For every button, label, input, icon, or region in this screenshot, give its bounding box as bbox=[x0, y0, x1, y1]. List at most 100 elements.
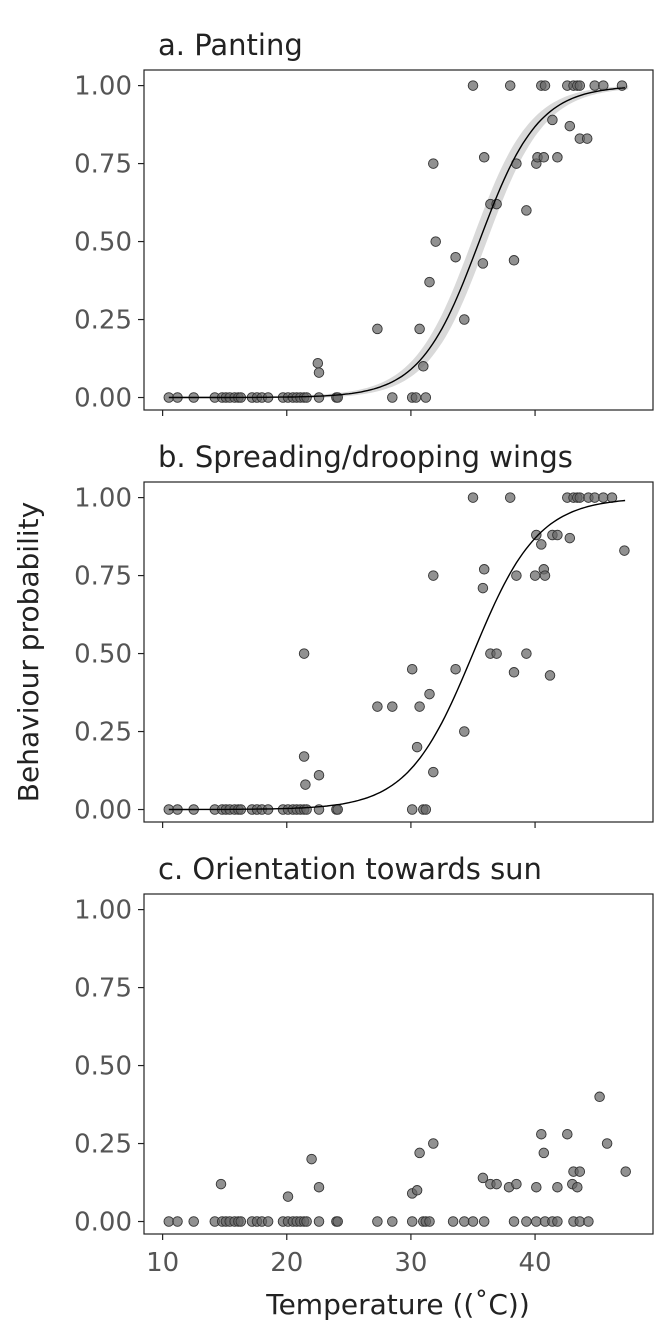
data-point bbox=[521, 1216, 532, 1227]
data-point bbox=[301, 1216, 312, 1227]
data-point bbox=[521, 648, 532, 659]
data-point bbox=[529, 570, 541, 581]
data-point bbox=[574, 1166, 586, 1177]
data-point bbox=[235, 1216, 247, 1227]
data-point bbox=[574, 80, 586, 91]
y-tick-label: 1.00 bbox=[74, 72, 132, 102]
data-point bbox=[414, 701, 425, 712]
data-point bbox=[539, 570, 551, 581]
x-tick-label: 40 bbox=[519, 1248, 552, 1278]
data-point bbox=[598, 492, 609, 503]
data-point bbox=[298, 648, 310, 659]
data-point bbox=[491, 648, 502, 659]
data-point bbox=[477, 258, 489, 269]
y-tick-label: 1.00 bbox=[74, 484, 132, 514]
y-tick-label: 1.00 bbox=[74, 896, 132, 926]
data-point bbox=[594, 1091, 605, 1103]
panel-title: a. Panting bbox=[158, 28, 303, 62]
y-tick-label: 0.00 bbox=[74, 1208, 132, 1238]
data-point bbox=[313, 1216, 325, 1227]
plot-frame bbox=[143, 893, 654, 1235]
y-tick-label: 0.50 bbox=[74, 640, 132, 670]
plot-frame bbox=[143, 481, 654, 823]
data-point bbox=[313, 769, 325, 781]
data-point bbox=[552, 1181, 563, 1193]
x-axis-title: Temperature ((˚C)) bbox=[265, 1288, 530, 1321]
data-point bbox=[538, 1147, 550, 1159]
y-tick-label: 0.50 bbox=[74, 1052, 132, 1082]
data-point bbox=[332, 1216, 343, 1227]
data-point bbox=[406, 804, 418, 815]
data-point bbox=[424, 688, 435, 700]
data-point bbox=[215, 1178, 227, 1190]
panel-a-panting: a. Panting 0.00 0.25 0.50 0.75 1.00 bbox=[74, 28, 654, 416]
plot-frame bbox=[143, 69, 654, 411]
data-point bbox=[601, 1138, 613, 1149]
y-tick-label: 0.00 bbox=[74, 384, 132, 414]
data-point bbox=[313, 367, 325, 378]
data-point bbox=[372, 701, 383, 712]
y-tick-label: 0.75 bbox=[74, 974, 132, 1004]
data-point bbox=[450, 251, 461, 263]
data-point bbox=[387, 392, 398, 403]
panel-title: c. Orientation towards sun bbox=[158, 852, 542, 886]
data-point bbox=[387, 1216, 398, 1227]
data-point bbox=[163, 1216, 175, 1227]
y-tick-label: 0.00 bbox=[74, 796, 132, 826]
data-point bbox=[536, 539, 547, 550]
data-point bbox=[538, 152, 550, 163]
data-point bbox=[598, 80, 609, 91]
data-point bbox=[411, 741, 423, 753]
data-point bbox=[620, 1166, 631, 1177]
data-point bbox=[313, 1181, 325, 1193]
y-tick-label: 0.75 bbox=[74, 562, 132, 592]
data-point bbox=[372, 323, 383, 335]
data-point bbox=[428, 766, 439, 778]
data-point bbox=[508, 255, 520, 266]
y-tick-label: 0.25 bbox=[74, 1130, 132, 1160]
data-point bbox=[478, 152, 490, 163]
data-point bbox=[511, 570, 522, 581]
data-point bbox=[508, 667, 520, 678]
data-point bbox=[428, 570, 439, 581]
data-point bbox=[531, 1216, 542, 1227]
data-point bbox=[428, 158, 439, 169]
data-point bbox=[504, 80, 516, 91]
data-point bbox=[414, 1147, 425, 1159]
data-point bbox=[478, 1216, 490, 1227]
data-point bbox=[372, 1216, 383, 1227]
x-tick-label: 10 bbox=[146, 1248, 179, 1278]
data-point bbox=[562, 1128, 573, 1140]
y-tick-label: 0.25 bbox=[74, 718, 132, 748]
y-tick-label: 0.50 bbox=[74, 228, 132, 258]
data-point bbox=[301, 804, 312, 815]
data-point bbox=[301, 392, 312, 403]
data-point bbox=[300, 779, 311, 790]
data-point bbox=[428, 1138, 439, 1149]
fit-line bbox=[168, 499, 626, 811]
data-point bbox=[450, 663, 461, 675]
data-point bbox=[504, 492, 516, 503]
data-point bbox=[521, 205, 532, 216]
data-point bbox=[313, 392, 325, 403]
data-point bbox=[531, 1181, 542, 1193]
data-point bbox=[531, 529, 542, 541]
data-point bbox=[418, 361, 429, 372]
data-point bbox=[459, 726, 470, 737]
data-point bbox=[411, 1185, 423, 1196]
x-tick-label: 30 bbox=[394, 1248, 427, 1278]
data-point bbox=[430, 236, 441, 247]
data-point bbox=[547, 114, 558, 126]
panel-b-spreading-wings: b. Spreading/drooping wings 0.00 0.25 0.50 0… bbox=[74, 440, 654, 828]
data-point bbox=[511, 1178, 522, 1190]
data-point bbox=[188, 1216, 199, 1227]
fit-line bbox=[168, 87, 626, 399]
data-point bbox=[508, 1216, 520, 1227]
data-point bbox=[552, 1216, 563, 1227]
data-point bbox=[467, 492, 479, 503]
data-point bbox=[424, 276, 435, 288]
data-point bbox=[406, 663, 418, 675]
data-point bbox=[424, 1216, 435, 1227]
data-point bbox=[467, 1216, 479, 1227]
